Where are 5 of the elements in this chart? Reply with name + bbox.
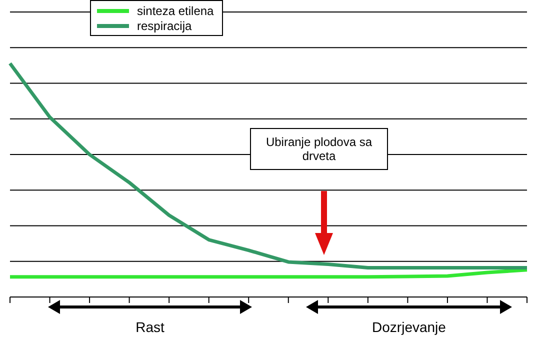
legend-label: respiracija [137, 18, 192, 32]
annotation: Ubiranje plodova sa drveta [250, 128, 388, 170]
text: Dozrjevanje [371, 319, 447, 335]
text: Rast [134, 319, 166, 335]
legend-label: sinteza etilena [137, 4, 214, 18]
